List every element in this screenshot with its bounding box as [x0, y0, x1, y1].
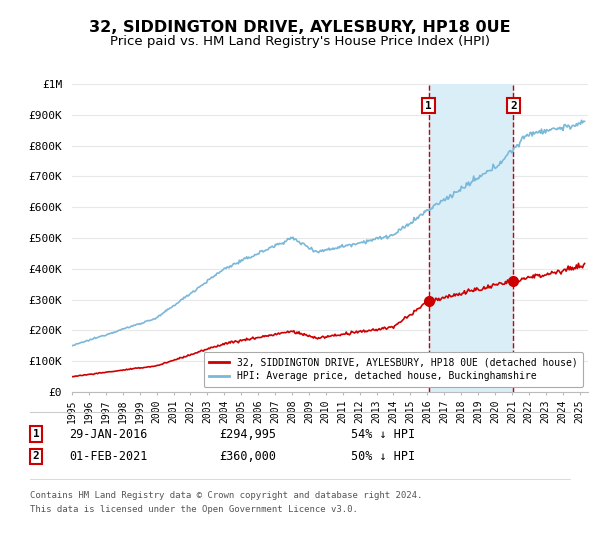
- Bar: [428, 84, 514, 392]
- Text: 50% ↓ HPI: 50% ↓ HPI: [351, 450, 415, 463]
- Text: Contains HM Land Registry data © Crown copyright and database right 2024.: Contains HM Land Registry data © Crown c…: [30, 491, 422, 500]
- Text: This data is licensed under the Open Government Licence v3.0.: This data is licensed under the Open Gov…: [30, 505, 358, 514]
- Text: 32, SIDDINGTON DRIVE, AYLESBURY, HP18 0UE: 32, SIDDINGTON DRIVE, AYLESBURY, HP18 0U…: [89, 20, 511, 35]
- Text: 01-FEB-2021: 01-FEB-2021: [69, 450, 148, 463]
- Text: 29-JAN-2016: 29-JAN-2016: [69, 427, 148, 441]
- Text: 2: 2: [510, 101, 517, 110]
- Legend: 32, SIDDINGTON DRIVE, AYLESBURY, HP18 0UE (detached house), HPI: Average price, : 32, SIDDINGTON DRIVE, AYLESBURY, HP18 0U…: [203, 352, 583, 387]
- Text: £360,000: £360,000: [219, 450, 276, 463]
- Text: 1: 1: [425, 101, 432, 110]
- Text: Price paid vs. HM Land Registry's House Price Index (HPI): Price paid vs. HM Land Registry's House …: [110, 35, 490, 48]
- Text: 1: 1: [32, 429, 40, 439]
- Text: £294,995: £294,995: [219, 427, 276, 441]
- Text: 2: 2: [32, 451, 40, 461]
- Text: 54% ↓ HPI: 54% ↓ HPI: [351, 427, 415, 441]
